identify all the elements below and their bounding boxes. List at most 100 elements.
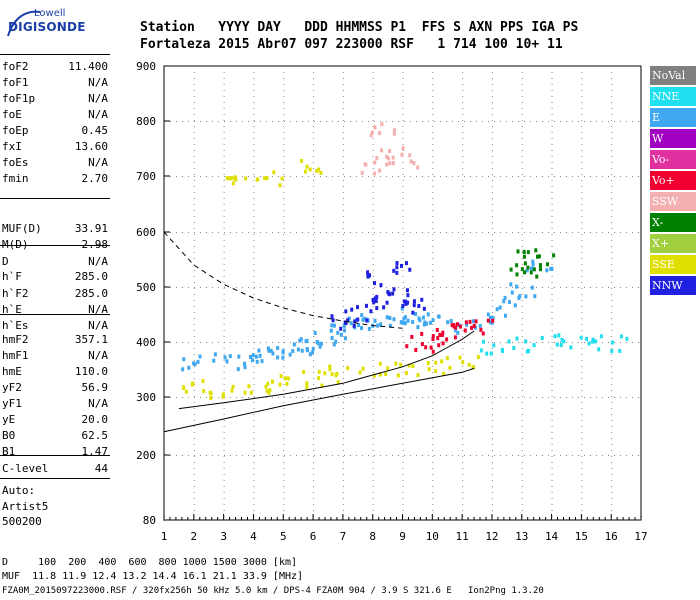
echo-point [221,394,225,399]
echo-point [450,323,454,328]
grid-dot [632,121,633,122]
grid-dot [581,384,583,385]
grid-dot [581,420,583,421]
grid-dot [342,420,344,421]
grid-dot [641,270,642,271]
grid-dot [611,84,613,85]
grid-dot [266,121,267,122]
echo-point [388,323,392,328]
grid-dot [164,390,165,391]
grid-dot [342,96,344,97]
grid-dot [224,176,225,177]
grid-dot [581,126,583,127]
echo-point [311,346,315,351]
grid-dot [164,264,165,265]
grid-dot [551,468,553,469]
grid-dot [283,378,285,379]
grid-dot [313,492,315,493]
grid-dot [193,486,195,487]
grid-dot [626,342,627,343]
grid-dot [313,444,315,445]
grid-dot [372,168,374,169]
grid-dot [193,468,195,469]
grid-dot [641,306,642,307]
echo-point [271,351,275,356]
grid-dot [491,312,493,313]
legend-item: E [650,108,696,127]
echo-point [365,318,369,323]
grid-dot [372,72,374,73]
grid-dot [462,144,464,145]
grid-dot [611,156,613,157]
grid-dot [223,276,225,277]
echo-point [249,390,253,395]
grid-dot [581,72,583,73]
echo-point [599,334,603,339]
echo-point [529,270,533,275]
grid-dot [402,234,404,235]
grid-dot [521,444,523,445]
grid-dot [253,468,255,469]
echo-point [320,383,324,388]
grid-dot [283,132,285,133]
grid-dot [581,432,583,433]
grid-dot [611,234,613,235]
echo-point [223,355,227,360]
grid-dot [372,408,374,409]
grid-dot [581,498,583,499]
grid-dot [206,121,207,122]
grid-dot [458,455,459,456]
grid-dot [491,156,493,157]
echo-point [597,347,601,352]
grid-dot [338,342,339,343]
grid-dot [164,498,165,499]
grid-dot [283,330,285,331]
grid-dot [494,66,495,67]
grid-dot [491,90,493,91]
grid-dot [488,397,489,398]
echo-point [317,376,321,381]
param-label: M(D) [2,238,29,251]
echo-point [393,128,397,133]
grid-dot [518,397,519,398]
grid-dot [218,520,219,521]
grid-dot [242,342,243,343]
grid-dot [614,520,615,521]
grid-dot [194,455,195,456]
grid-dot [194,342,195,343]
grid-dot [626,455,627,456]
echo-point [552,253,556,258]
grid-dot [578,520,579,521]
grid-dot [283,336,285,337]
grid-dot [548,287,549,288]
echo-point [465,322,469,327]
echo-point [531,259,535,264]
grid-dot [462,456,464,457]
grid-dot [488,342,489,343]
grid-dot [308,342,309,343]
grid-dot [283,306,285,307]
grid-dot [342,264,344,265]
grid-dot [462,300,464,301]
grid-dot [164,96,165,97]
grid-dot [611,192,613,193]
grid-dot [296,397,297,398]
grid-dot [611,420,613,421]
grid-dot [402,108,404,109]
grid-dot [193,240,195,241]
grid-dot [253,234,255,235]
grid-dot [572,66,573,67]
grid-dot [491,480,493,481]
grid-dot [164,72,165,73]
grid-dot [320,66,321,67]
y-tick-label: 200 [136,449,156,462]
grid-dot [402,360,404,361]
grid-dot [164,366,165,367]
grid-dot [253,246,255,247]
grid-dot [372,144,374,145]
echo-point [553,334,557,339]
grid-dot [611,264,613,265]
grid-dot [611,246,613,247]
grid-dot [176,232,177,233]
grid-dot [476,121,477,122]
